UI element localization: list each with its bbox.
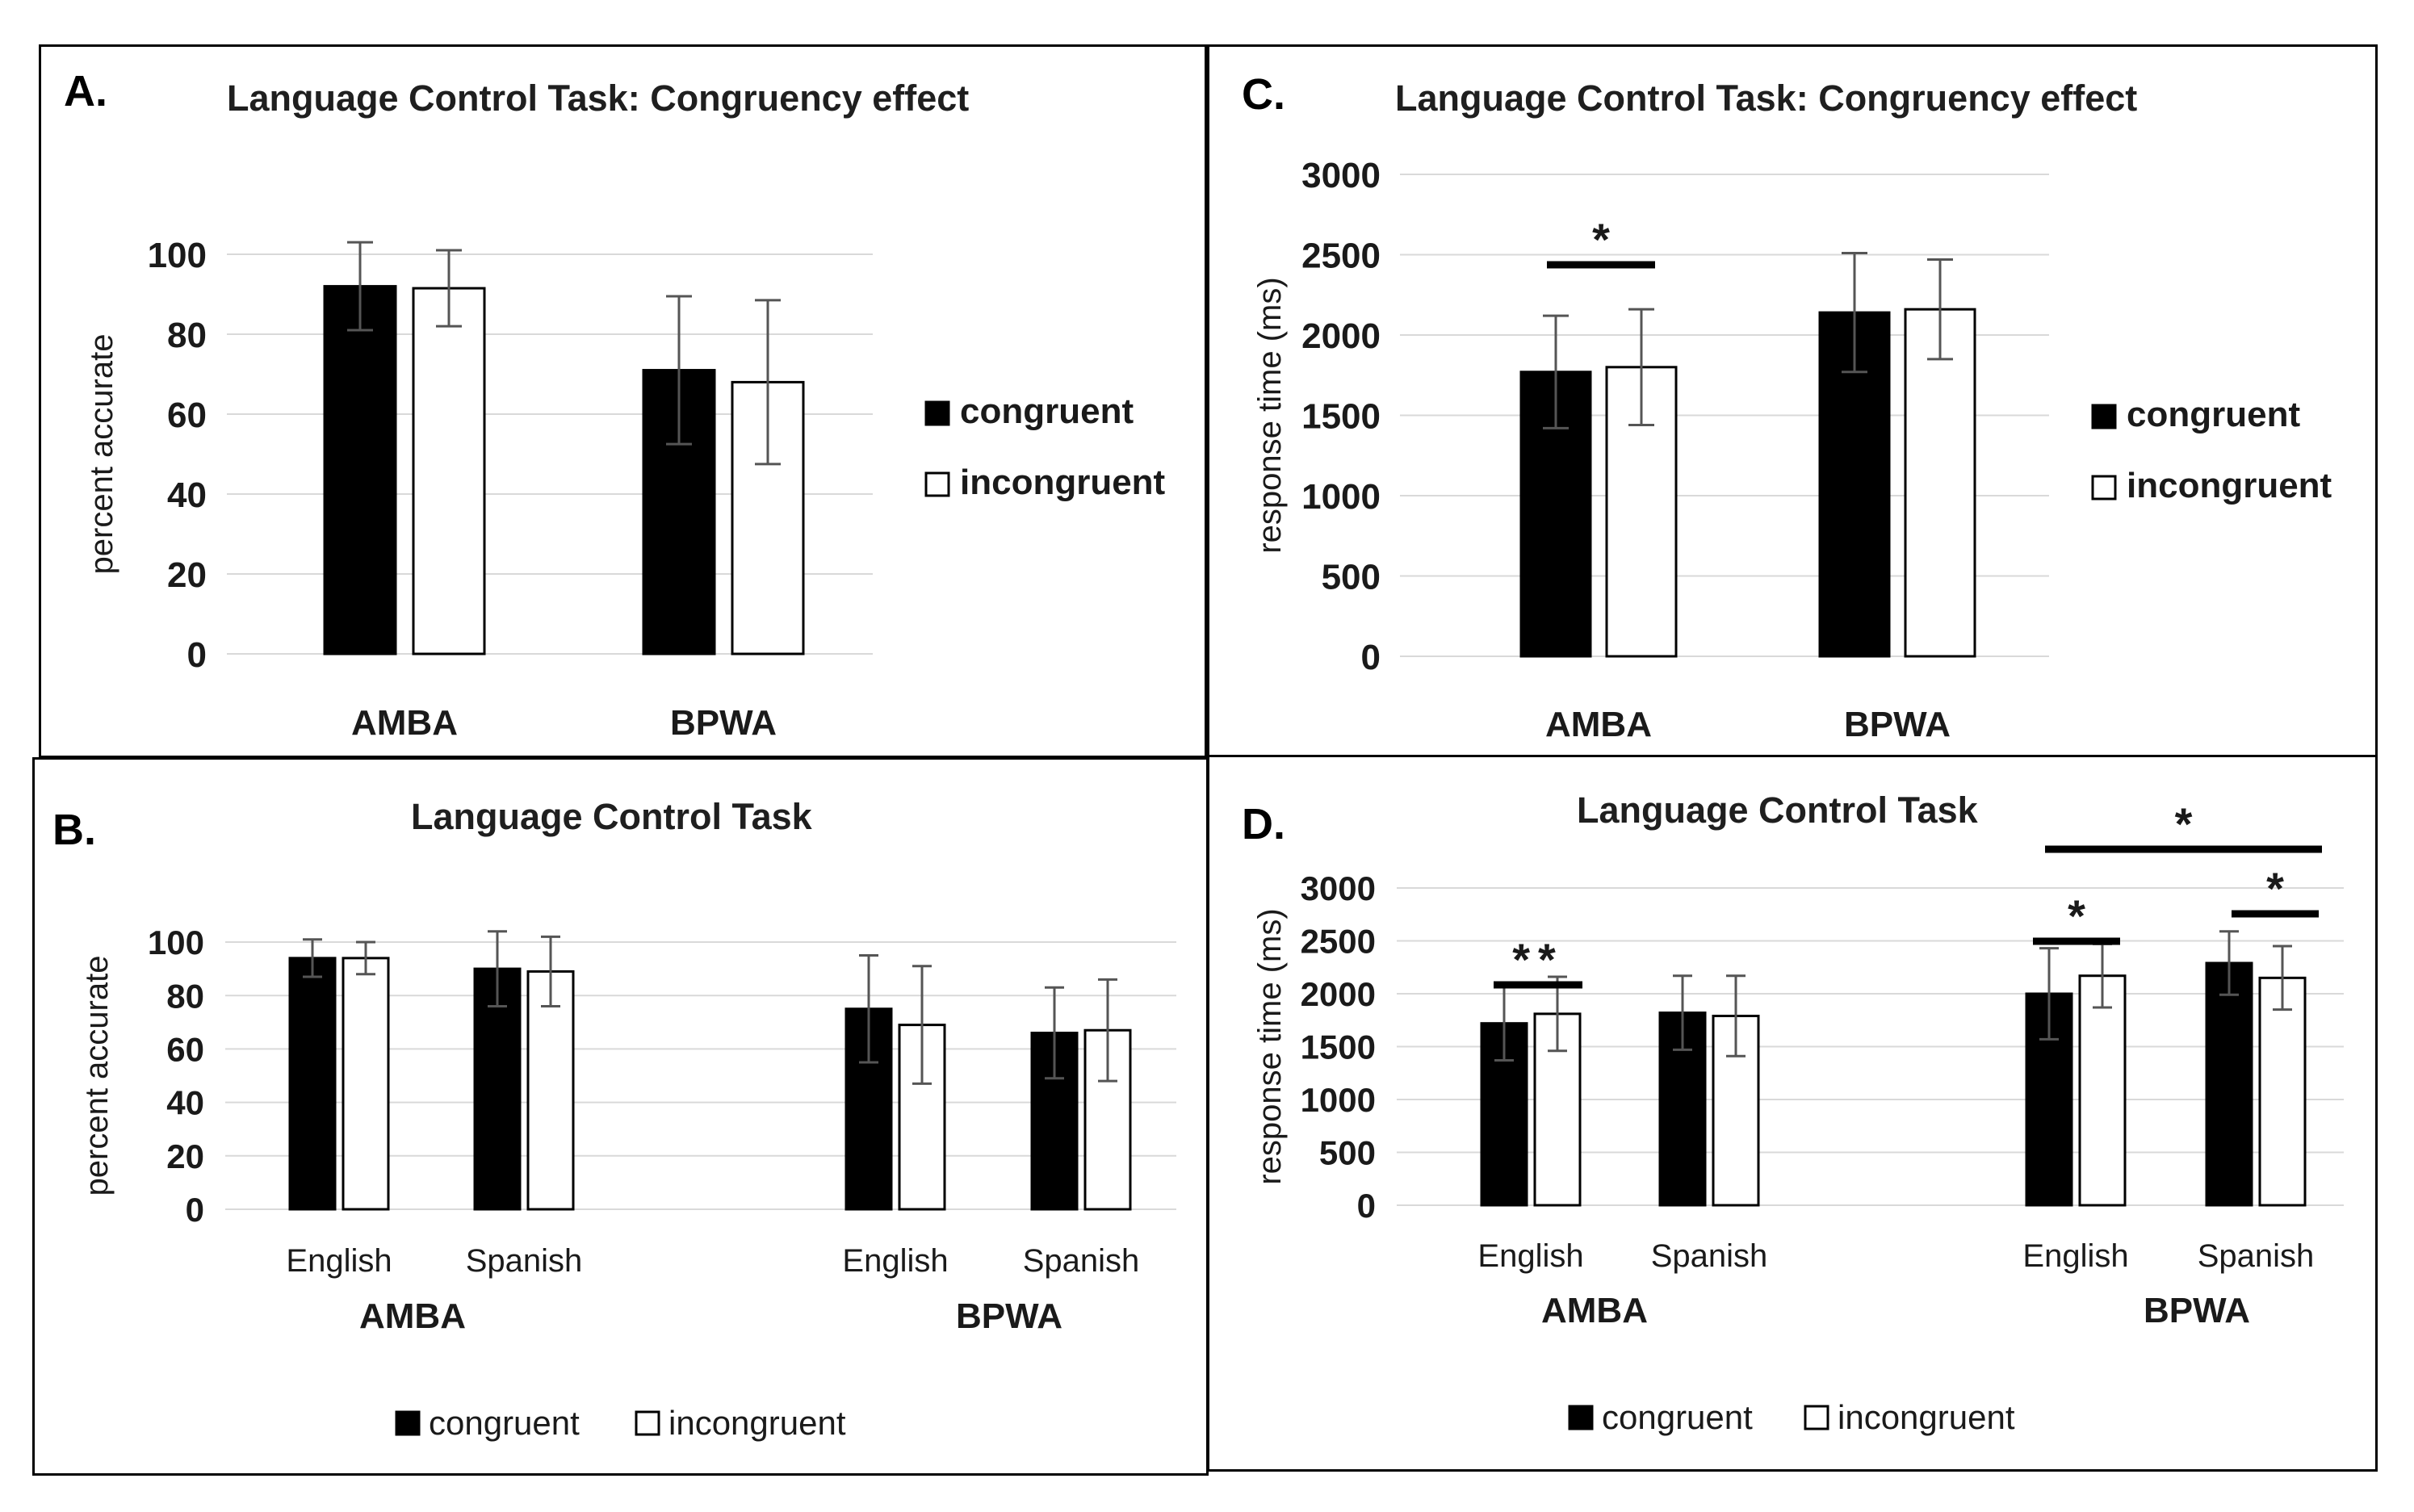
- y-tick-label: 40: [167, 475, 207, 515]
- panel-label: D.: [1242, 800, 1285, 848]
- chart-c-svg: 0 500 1000 1500 2000 2500 3000 response time (m…: [1252, 156, 2332, 744]
- x-tick-label: BPWA: [1844, 705, 1951, 744]
- y-tick-label: 500: [1319, 1134, 1376, 1172]
- bar-congruent: [2205, 961, 2253, 1207]
- legend-swatch: [1804, 1405, 1829, 1430]
- y-tick-label: 60: [166, 1031, 204, 1069]
- chart-title: Language Control Task: Congruency effect: [1395, 77, 2138, 119]
- legend-swatch: [2091, 404, 2117, 429]
- legend-swatch: [924, 400, 950, 426]
- chart-title: Language Control Task: [411, 796, 812, 837]
- bar-congruent: [288, 957, 337, 1211]
- group-label: BPWA: [2144, 1291, 2250, 1330]
- bar-incongruent: [1904, 308, 1976, 658]
- y-tick-label: 100: [148, 924, 204, 961]
- y-tick-label: 0: [1357, 1187, 1376, 1225]
- legend-label: congruent: [960, 392, 1134, 431]
- bar-incongruent: [2258, 976, 2307, 1207]
- significance-marker: **: [1512, 934, 1564, 985]
- x-tick-label: Spanish: [466, 1243, 583, 1279]
- panel-d: D. Language Control Task 0 500 1000 1500 200…: [1207, 755, 2378, 1472]
- bar-incongruent: [526, 970, 575, 1211]
- legend-swatch: [635, 1410, 660, 1436]
- y-tick-label: 2500: [1301, 923, 1376, 961]
- panel-label: B.: [52, 806, 96, 854]
- y-tick-label: 80: [166, 977, 204, 1015]
- y-tick-label: 0: [1361, 638, 1381, 677]
- panel-label: A.: [64, 67, 107, 115]
- y-tick-label: 0: [186, 1191, 204, 1229]
- panel-label: C.: [1242, 70, 1285, 119]
- y-axis-label: percent accurate: [79, 956, 115, 1196]
- y-axis-label: response time (ms): [1252, 277, 1288, 553]
- legend-label: congruent: [1602, 1398, 1753, 1436]
- y-tick-label: 500: [1322, 557, 1381, 597]
- y-tick-label: 2000: [1301, 975, 1376, 1013]
- chart-title: Language Control Task: [1577, 790, 1978, 831]
- y-tick-label: 80: [167, 316, 207, 355]
- y-tick-label: 100: [148, 236, 207, 275]
- group-label: AMBA: [359, 1296, 466, 1336]
- significance-marker: *: [1592, 214, 1610, 265]
- legend-label: incongruent: [960, 463, 1166, 502]
- group-label: BPWA: [956, 1296, 1062, 1336]
- y-tick-label: 2500: [1301, 236, 1381, 275]
- bar-congruent: [323, 285, 397, 655]
- y-tick-label: 3000: [1301, 869, 1376, 907]
- legend-label: congruent: [429, 1404, 580, 1442]
- chart-b-svg: 0 20 40 60 80 100 percent accurate English Spani…: [79, 924, 1176, 1442]
- x-tick-label: BPWA: [670, 703, 777, 743]
- chart-d-svg: 0 500 1000 1500 2000 2500 3000 response time (m…: [1252, 798, 2344, 1436]
- y-tick-label: 3000: [1301, 156, 1381, 195]
- y-tick-label: 0: [187, 635, 207, 675]
- bar-incongruent: [2078, 974, 2127, 1207]
- significance-marker: *: [2266, 863, 2284, 914]
- legend-swatch: [1568, 1405, 1594, 1430]
- y-tick-label: 1000: [1301, 1081, 1376, 1119]
- y-tick-label: 2000: [1301, 316, 1381, 356]
- legend-swatch: [395, 1410, 421, 1436]
- bar-incongruent: [342, 957, 390, 1211]
- panel-a: A. Language Control Task: Congruency eff…: [39, 44, 1207, 758]
- x-tick-label: English: [2022, 1238, 2128, 1274]
- x-tick-label: AMBA: [1545, 705, 1652, 744]
- y-tick-label: 20: [167, 555, 207, 595]
- chart-title: Language Control Task: Congruency effect: [227, 77, 970, 119]
- y-tick-label: 1500: [1301, 396, 1381, 436]
- panel-c: C. Language Control Task: Congruency eff…: [1207, 44, 2378, 758]
- x-tick-label: English: [286, 1243, 392, 1279]
- significance-marker: *: [2068, 890, 2085, 941]
- x-tick-label: AMBA: [351, 703, 458, 743]
- y-tick-label: 60: [167, 396, 207, 435]
- legend-swatch: [924, 471, 950, 497]
- legend-label: congruent: [2127, 395, 2300, 434]
- y-axis-label: response time (ms): [1252, 908, 1288, 1184]
- y-tick-label: 40: [166, 1084, 204, 1122]
- legend-label: incongruent: [668, 1404, 846, 1442]
- legend-label: incongruent: [1838, 1398, 2015, 1436]
- y-tick-label: 1000: [1301, 477, 1381, 517]
- significance-marker: *: [2175, 798, 2193, 849]
- legend-label: incongruent: [2127, 466, 2332, 505]
- group-label: AMBA: [1541, 1291, 1648, 1330]
- x-tick-label: Spanish: [1651, 1238, 1768, 1274]
- x-tick-label: English: [842, 1243, 948, 1279]
- x-tick-label: Spanish: [2198, 1238, 2315, 1274]
- x-tick-label: English: [1477, 1238, 1583, 1274]
- y-axis-label: percent accurate: [84, 334, 119, 575]
- y-tick-label: 20: [166, 1137, 204, 1175]
- y-tick-label: 1500: [1301, 1028, 1376, 1066]
- chart-a-svg: 0 20 40 60 80 100 percent accurate AMBA BPWA cong…: [84, 236, 1166, 743]
- panel-b: B. Language Control Task 0 20 40 60 80 100 per…: [32, 757, 1209, 1476]
- x-tick-label: Spanish: [1023, 1243, 1140, 1279]
- bar-incongruent: [412, 287, 486, 655]
- legend-swatch: [2091, 475, 2117, 501]
